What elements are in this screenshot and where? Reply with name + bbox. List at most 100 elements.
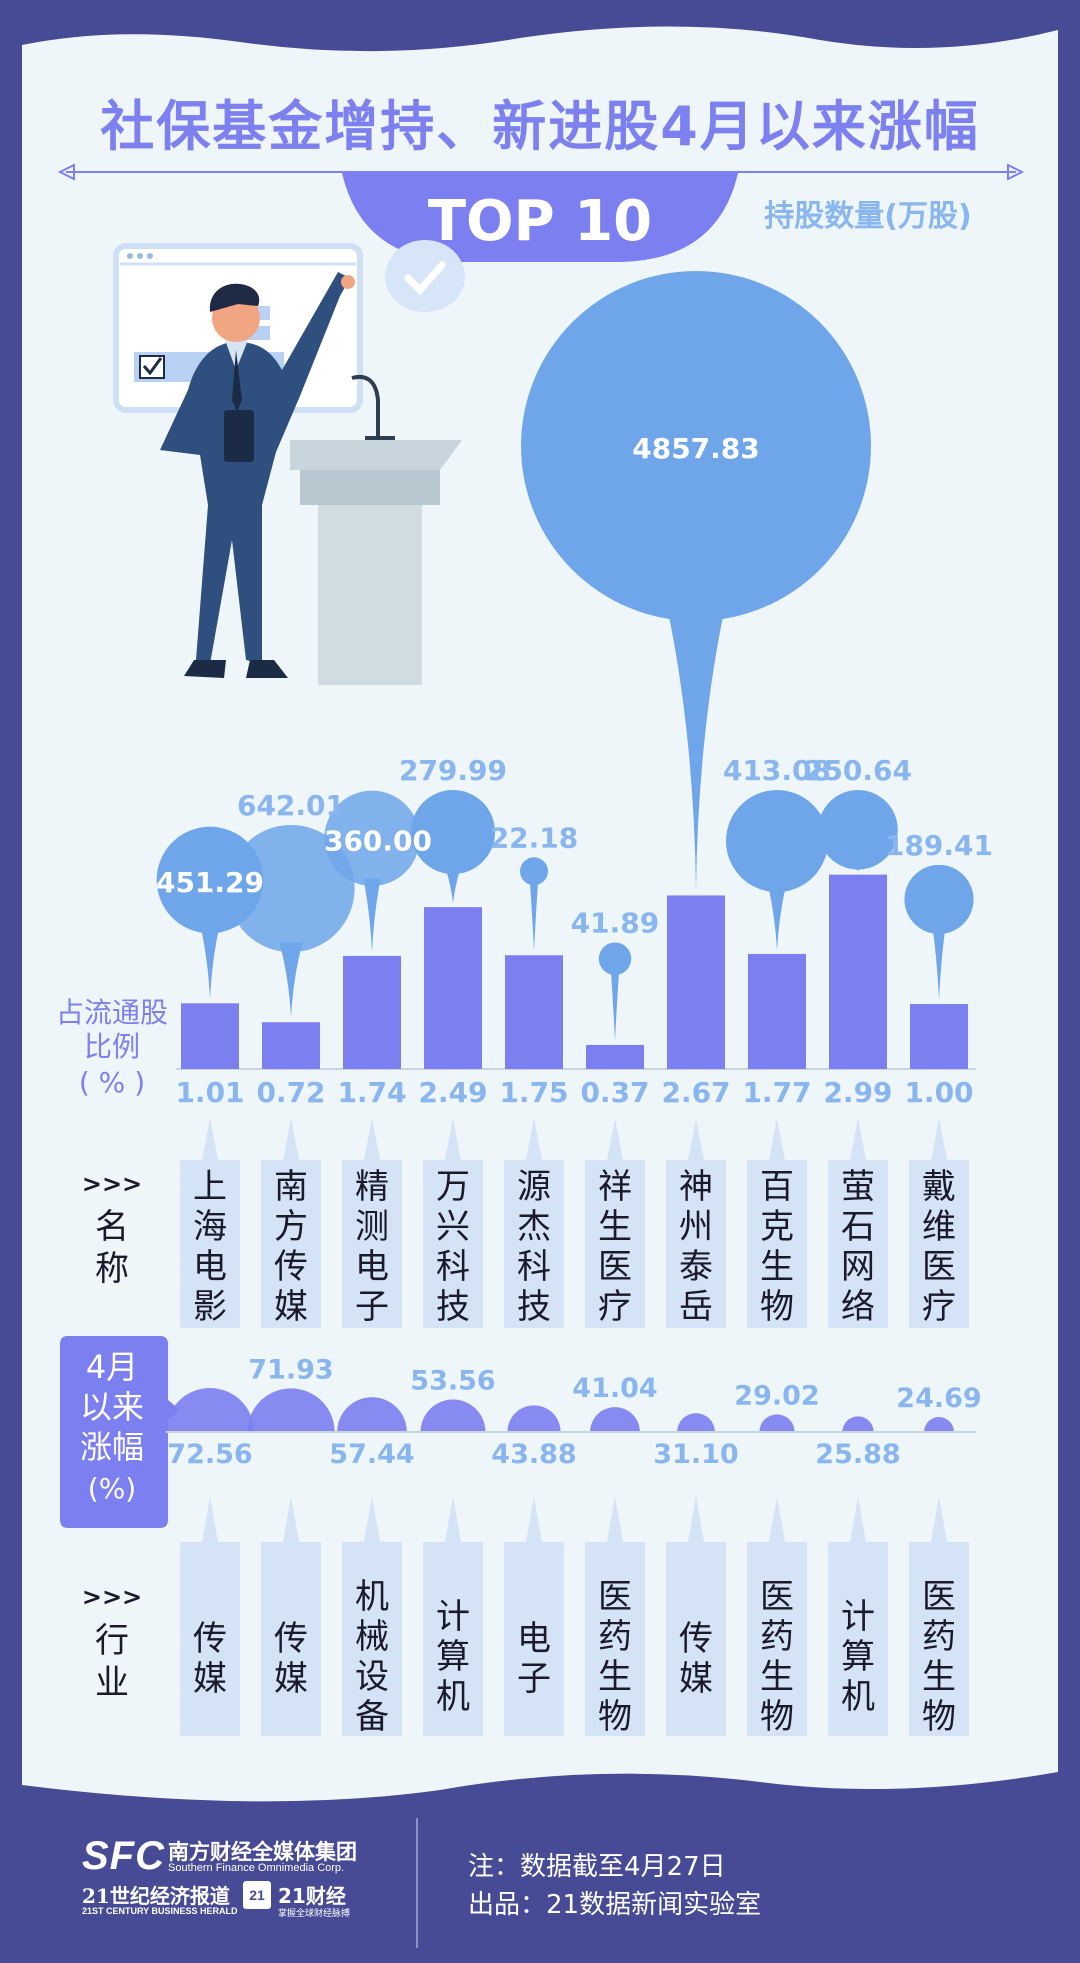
ratio-bar — [748, 953, 806, 1069]
industry-box — [504, 1496, 564, 1736]
name-box — [909, 1118, 969, 1328]
rise-value-label: 24.69 — [896, 1383, 981, 1414]
industry-box — [180, 1496, 240, 1736]
stock-name-char: 生 — [598, 1207, 632, 1247]
industry-row-label: >>> 行 业 — [82, 1583, 142, 1703]
svg-text:( % ): ( % ) — [79, 1066, 145, 1099]
industry-boxes — [180, 1496, 969, 1736]
ratio-bar — [343, 955, 401, 1069]
name-box — [342, 1118, 402, 1328]
industry-char: 算 — [841, 1637, 875, 1677]
name-row-label: >>> 名 称 — [82, 1170, 142, 1289]
ratio-value-label: 1.01 — [175, 1076, 244, 1109]
bubble-tail — [445, 867, 461, 904]
rise-dome — [759, 1414, 795, 1432]
stock-name-char: 州 — [679, 1207, 713, 1247]
stock-name-char: 电 — [193, 1247, 227, 1287]
ratio-value-label: 0.37 — [580, 1076, 649, 1109]
industry-char: 生 — [922, 1657, 956, 1697]
rise-dome — [924, 1417, 954, 1432]
holding-value-label: 41.89 — [571, 906, 660, 939]
svg-text:称: 称 — [95, 1249, 129, 1289]
stock-name-char: 电 — [355, 1247, 389, 1287]
industry-box — [666, 1496, 726, 1736]
ratio-bar — [667, 895, 725, 1069]
sfc-logo: SFC — [82, 1834, 165, 1878]
bubble-legend: 持股数量(万股) — [764, 199, 971, 234]
industry-box — [828, 1496, 888, 1736]
holding-bubbles — [156, 271, 974, 1041]
stock-name-char: 萤 — [841, 1167, 875, 1207]
ratio-value-label: 1.74 — [337, 1076, 406, 1109]
title-rule — [57, 163, 1025, 181]
svg-text:4月: 4月 — [86, 1348, 138, 1386]
stock-name-char: 测 — [355, 1207, 389, 1247]
industry-char: 传 — [679, 1619, 713, 1659]
industry-char: 生 — [598, 1657, 632, 1697]
rise-dome — [842, 1416, 874, 1432]
stock-name-char: 兴 — [436, 1207, 470, 1247]
bubble-tail — [767, 884, 787, 950]
industry-char: 机 — [841, 1677, 875, 1717]
sfc-name: 南方财经全媒体集团 — [168, 1840, 357, 1864]
svg-text:>>>: >>> — [82, 1583, 142, 1611]
industry-box — [423, 1496, 483, 1736]
rise-domes — [166, 1388, 976, 1433]
rise-value-label: 71.93 — [248, 1354, 333, 1385]
industry-char: 医 — [598, 1577, 632, 1617]
holding-value-label: 279.99 — [399, 754, 507, 787]
name-box — [747, 1118, 807, 1328]
herald-logo: 21世纪经济报道 — [82, 1884, 230, 1908]
stock-name-char: 子 — [355, 1287, 389, 1327]
svg-text:涨幅: 涨幅 — [80, 1428, 144, 1466]
name-box — [585, 1118, 645, 1328]
svg-text:名: 名 — [95, 1207, 129, 1247]
industry-char: 传 — [274, 1619, 308, 1659]
industry-box — [342, 1496, 402, 1736]
stock-name-char: 媒 — [274, 1287, 308, 1327]
ratio-bar — [262, 1022, 320, 1069]
stock-name-char: 科 — [517, 1247, 551, 1287]
industry-char: 物 — [760, 1697, 794, 1737]
rise-dome — [590, 1407, 640, 1432]
podium-graphic — [318, 505, 422, 685]
industry-box — [261, 1496, 321, 1736]
svg-text:占流通股: 占流通股 — [56, 996, 168, 1029]
name-box — [423, 1118, 483, 1328]
stock-name-char: 方 — [274, 1207, 308, 1247]
industry-char: 医 — [760, 1577, 794, 1617]
stock-name-char: 网 — [841, 1247, 875, 1287]
stock-name-char: 络 — [841, 1287, 875, 1327]
industry-box — [747, 1496, 807, 1736]
bubble-tail — [279, 942, 303, 1019]
stock-name-char: 万 — [436, 1167, 470, 1207]
stock-name-char: 石 — [841, 1207, 875, 1247]
rise-value-label: 53.56 — [410, 1366, 495, 1397]
ratio-bar — [424, 907, 482, 1069]
rise-value-label: 41.04 — [572, 1373, 657, 1404]
stock-name-char: 祥 — [598, 1167, 632, 1207]
stock-name-char: 传 — [274, 1247, 308, 1287]
ratio-bar — [910, 1004, 968, 1069]
data-note: 注：数据截至4月27日 — [468, 1852, 726, 1882]
rise-dome — [166, 1388, 254, 1432]
stock-name-char: 生 — [760, 1247, 794, 1287]
industry-box — [585, 1496, 645, 1736]
industry-char: 物 — [922, 1697, 956, 1737]
rise-dome — [677, 1413, 715, 1432]
bubble-tail — [363, 878, 381, 952]
stock-name-char: 泰 — [679, 1247, 713, 1287]
holding-bubble — [904, 864, 974, 934]
industry-char: 计 — [436, 1597, 470, 1637]
svg-text:业: 业 — [95, 1663, 129, 1703]
ratio-bar — [505, 955, 563, 1069]
rise-dome — [337, 1397, 407, 1432]
industry-char: 物 — [598, 1697, 632, 1737]
ratio-value-label: 2.67 — [661, 1076, 730, 1109]
chart-labels: 451.291.01上海电影72.56传媒642.010.72南方传媒71.93… — [156, 432, 993, 1737]
industry-char: 计 — [841, 1597, 875, 1637]
herald-english-name: 21ST CENTURY BUSINESS HERALD — [82, 1906, 238, 1916]
stock-name-boxes — [180, 1118, 969, 1328]
industry-char: 药 — [760, 1617, 794, 1657]
